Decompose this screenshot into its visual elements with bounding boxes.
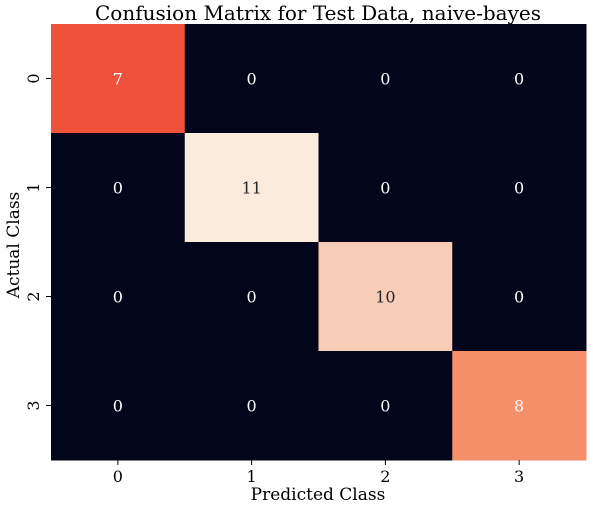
- x-axis-label: Predicted Class: [251, 485, 386, 505]
- heatmap-cell-label-r0-c2: 0: [380, 70, 390, 89]
- heatmap-cell-label-r0-c0: 7: [113, 70, 123, 89]
- x-tick-label-2: 2: [380, 467, 390, 486]
- heatmap-cell-label-r2-c3: 0: [514, 288, 524, 307]
- heatmap-cell-r1-c1: [184, 133, 319, 243]
- heatmap-cell-labels: 7 0 0 0 0 11 0 0 0 0 10 0 0 0 0 8: [113, 70, 524, 416]
- heatmap-cell-label-r1-c2: 0: [380, 179, 390, 198]
- heatmap-cell-r1-c2: [318, 133, 453, 243]
- heatmap-cell-label-r1-c0: 0: [113, 179, 123, 198]
- heatmap-cell-label-r2-c1: 0: [247, 288, 257, 307]
- heatmap-cell-label-r2-c2: 10: [375, 288, 395, 307]
- heatmap-cell-r2-c2: [318, 242, 453, 352]
- heatmap-cell-r0-c2: [318, 24, 453, 134]
- y-tick-label-0: 0: [24, 73, 43, 83]
- heatmap-cell-r0-c1: [184, 24, 319, 134]
- heatmap-cell-label-r3-c0: 0: [113, 397, 123, 416]
- x-tick-label-0: 0: [113, 467, 123, 486]
- heatmap-cell-r2-c1: [184, 242, 319, 352]
- heatmap-cell-r2-c3: [452, 242, 587, 352]
- heatmap-cell-r0-c3: [452, 24, 587, 134]
- heatmap-cell-r3-c2: [318, 351, 453, 461]
- heatmap-cell-label-r0-c3: 0: [514, 70, 524, 89]
- x-axis-ticks: 0 1 2 3: [113, 460, 524, 486]
- x-tick-label-1: 1: [247, 467, 257, 486]
- heatmap-cell-label-r3-c1: 0: [247, 397, 257, 416]
- y-tick-label-1: 1: [24, 182, 43, 192]
- heatmap-cell-r0-c0: [51, 24, 186, 134]
- heatmap-cell-label-r2-c0: 0: [113, 288, 123, 307]
- heatmap-cell-r3-c0: [51, 351, 186, 461]
- heatmap-cell-r2-c0: [51, 242, 186, 352]
- heatmap-cell-r1-c3: [452, 133, 587, 243]
- y-tick-label-3: 3: [24, 400, 43, 410]
- chart-title: Confusion Matrix for Test Data, naive-ba…: [95, 1, 541, 25]
- heatmap-cell-label-r0-c1: 0: [247, 70, 257, 89]
- heatmap-cell-r1-c0: [51, 133, 186, 243]
- heatmap-cell-label-r1-c1: 11: [241, 179, 261, 198]
- y-axis-label: Actual Class: [4, 192, 24, 300]
- heatmap-cells: [51, 24, 587, 461]
- heatmap-cell-label-r3-c2: 0: [380, 397, 390, 416]
- y-axis-ticks: 0 1 2 3: [24, 73, 51, 411]
- y-tick-label-2: 2: [24, 291, 43, 301]
- heatmap-cell-label-r3-c3: 8: [514, 397, 524, 416]
- x-tick-label-3: 3: [514, 467, 524, 486]
- heatmap-cell-r3-c1: [184, 351, 319, 461]
- heatmap-cell-r3-c3: [452, 351, 587, 461]
- heatmap-cell-label-r1-c3: 0: [514, 179, 524, 198]
